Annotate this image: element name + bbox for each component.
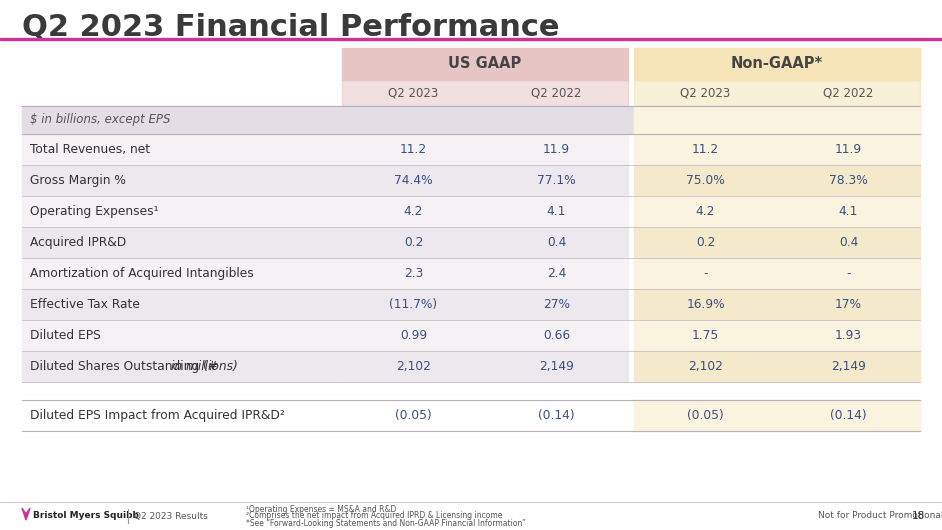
Text: Q2 2023: Q2 2023 [388,86,439,100]
Bar [342,227,628,258]
Text: Not for Product Promotional Use: Not for Product Promotional Use [818,511,942,520]
Text: Q2 2023: Q2 2023 [680,86,731,100]
Text: Total Revenues, net: Total Revenues, net [30,143,150,156]
Bar [342,134,628,165]
Text: -: - [704,267,707,280]
Bar [342,289,628,320]
Bar [634,320,920,351]
Text: (11.7%): (11.7%) [389,298,438,311]
Text: 11.2: 11.2 [692,143,719,156]
Bar [634,400,920,431]
Text: 74.4%: 74.4% [394,174,432,187]
Text: US GAAP: US GAAP [448,57,522,72]
Text: (0.05): (0.05) [687,409,723,422]
Bar [22,289,342,320]
Text: 2,102: 2,102 [396,360,430,373]
Text: 1.75: 1.75 [691,329,719,342]
Bar [22,134,342,165]
Text: 4.2: 4.2 [404,205,423,218]
Bar [634,351,920,382]
Bar [0,38,942,40]
Text: 4.1: 4.1 [838,205,858,218]
Text: 18: 18 [912,511,925,521]
Text: 0.2: 0.2 [404,236,423,249]
Text: (0.05): (0.05) [395,409,431,422]
Text: 0.4: 0.4 [838,236,858,249]
Bar [342,80,628,106]
Bar [22,196,342,227]
Text: 0.99: 0.99 [400,329,427,342]
Bar [342,48,628,80]
Text: 16.9%: 16.9% [686,298,724,311]
Text: 77.1%: 77.1% [537,174,576,187]
Text: 0.4: 0.4 [546,236,566,249]
Bar [634,289,920,320]
Text: 2.3: 2.3 [404,267,423,280]
Text: Acquired IPR&D: Acquired IPR&D [30,236,126,249]
Bar [634,258,920,289]
Bar [22,351,342,382]
Text: 78.3%: 78.3% [829,174,868,187]
Text: *See “Forward-Looking Statements and Non-GAAP Financial Information”: *See “Forward-Looking Statements and Non… [246,518,526,527]
Text: in millions): in millions) [171,360,237,373]
Bar [342,400,628,431]
Bar [634,134,920,165]
Text: 4.1: 4.1 [546,205,566,218]
Text: Gross Margin %: Gross Margin % [30,174,126,187]
Text: Q2 2023 Financial Performance: Q2 2023 Financial Performance [22,13,560,42]
Text: 27%: 27% [543,298,570,311]
Text: 4.2: 4.2 [696,205,715,218]
Text: 2,149: 2,149 [539,360,574,373]
Text: 11.9: 11.9 [543,143,570,156]
Text: 75.0%: 75.0% [686,174,725,187]
Bar [634,227,920,258]
Text: Non-GAAP*: Non-GAAP* [731,57,823,72]
Text: Amortization of Acquired Intangibles: Amortization of Acquired Intangibles [30,267,253,280]
Bar [342,165,628,196]
Text: 2,149: 2,149 [831,360,866,373]
Text: ¹Operating Expenses = MS&A and R&D: ¹Operating Expenses = MS&A and R&D [246,505,397,514]
Bar [342,351,628,382]
Bar [634,196,920,227]
Bar [634,165,920,196]
Text: (0.14): (0.14) [538,409,575,422]
Text: Diluted EPS: Diluted EPS [30,329,101,342]
Bar [634,106,920,134]
Text: (0.14): (0.14) [830,409,867,422]
Text: Q2 2022: Q2 2022 [823,86,873,100]
Text: Q2 2022: Q2 2022 [531,86,582,100]
Text: 0.66: 0.66 [543,329,570,342]
Bar [22,258,342,289]
Text: ²Comprises the net impact from Acquired IPRD & Licensing income: ²Comprises the net impact from Acquired … [246,511,502,520]
Text: Diluted Shares Outstanding (#: Diluted Shares Outstanding (# [30,360,222,373]
Text: 2,102: 2,102 [688,360,723,373]
Bar [22,165,342,196]
Bar [342,258,628,289]
Text: 0.2: 0.2 [696,236,715,249]
Text: 11.2: 11.2 [400,143,427,156]
Text: -: - [846,267,851,280]
Text: Q2 2023 Results: Q2 2023 Results [134,511,208,520]
Text: 17%: 17% [835,298,862,311]
Polygon shape [22,508,30,520]
Text: Effective Tax Rate: Effective Tax Rate [30,298,139,311]
Text: Bristol Myers Squibb: Bristol Myers Squibb [33,511,138,520]
Bar [342,196,628,227]
Bar [22,106,920,134]
Text: Diluted EPS Impact from Acquired IPR&D²: Diluted EPS Impact from Acquired IPR&D² [30,409,284,422]
Text: $ in billions, except EPS: $ in billions, except EPS [30,113,171,127]
Text: 11.9: 11.9 [835,143,862,156]
Text: 1.93: 1.93 [835,329,862,342]
Bar [634,80,920,106]
Bar [22,320,342,351]
Bar [22,227,342,258]
Text: 2.4: 2.4 [546,267,566,280]
Bar [342,320,628,351]
Text: Operating Expenses¹: Operating Expenses¹ [30,205,158,218]
Bar [22,400,342,431]
Bar [634,48,920,80]
